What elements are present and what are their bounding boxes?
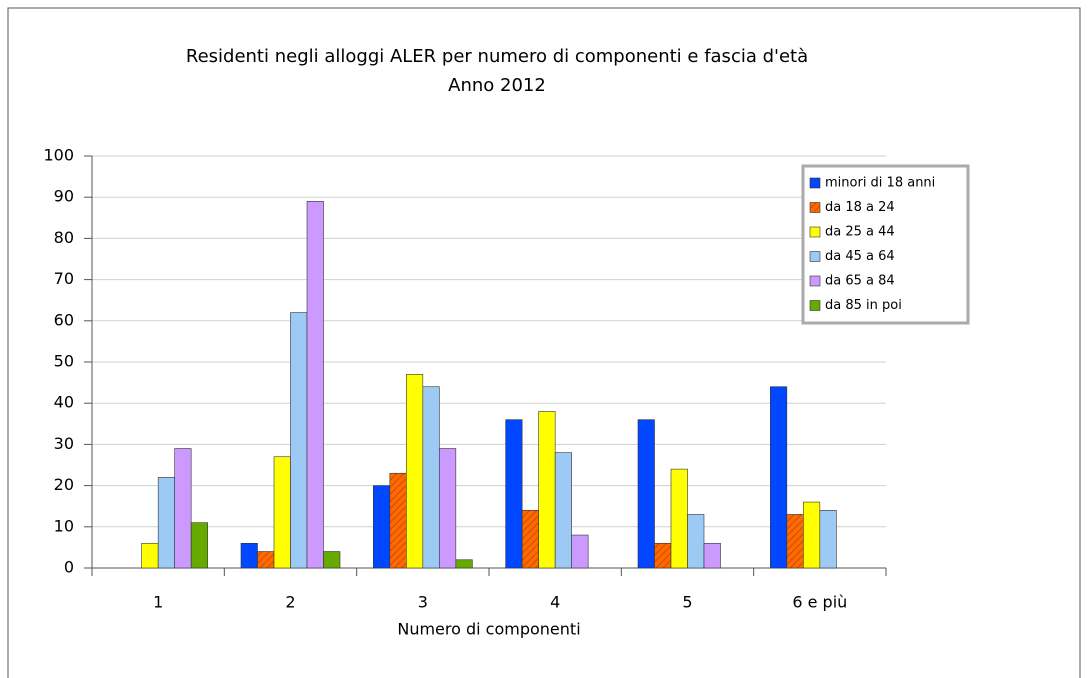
chart-subtitle: Anno 2012	[448, 75, 546, 96]
legend-swatch	[809, 275, 821, 287]
y-tick-label: 90	[54, 187, 74, 206]
legend-label: da 45 a 64	[825, 249, 895, 264]
legend-label: minori di 18 anni	[825, 176, 935, 191]
x-tick-label: 5	[682, 593, 692, 612]
x-tick-label: 3	[418, 593, 428, 612]
x-tick-label: 2	[285, 593, 295, 612]
bar	[455, 559, 473, 569]
legend-swatch	[809, 251, 821, 262]
bar	[157, 477, 175, 569]
bar	[703, 542, 721, 569]
bar	[637, 419, 655, 569]
bar	[786, 514, 804, 569]
bar	[190, 522, 208, 569]
y-tick-label: 40	[54, 393, 74, 412]
bar	[306, 201, 324, 569]
bar	[521, 510, 539, 569]
legend-swatch	[809, 177, 821, 189]
bar	[240, 542, 258, 569]
bar	[770, 386, 788, 569]
y-tick-label: 100	[43, 146, 74, 165]
bar	[687, 514, 705, 569]
x-tick-label: 6 e più	[792, 593, 847, 612]
bar	[373, 485, 391, 569]
bar	[141, 542, 159, 569]
legend-label: da 85 in poi	[825, 298, 902, 313]
bar	[554, 452, 572, 569]
bar	[571, 534, 589, 569]
frame	[7, 7, 1081, 678]
bar	[323, 551, 341, 569]
y-tick-label: 30	[54, 434, 74, 453]
legend-label: da 25 a 44	[825, 225, 895, 240]
x-tick-label: 1	[153, 593, 163, 612]
chart-title: Residenti negli alloggi ALER per numero …	[186, 46, 808, 67]
bar	[273, 456, 291, 569]
legend-swatch	[809, 202, 821, 213]
legend-box	[801, 164, 970, 325]
y-tick-label: 0	[64, 558, 74, 577]
x-tick-label: 4	[550, 593, 560, 612]
y-tick-label: 80	[54, 228, 74, 247]
bar	[406, 374, 424, 569]
bar	[389, 472, 407, 569]
bar	[538, 411, 556, 569]
y-tick-label: 10	[54, 516, 74, 535]
legend-label: da 65 a 84	[825, 274, 895, 289]
y-tick-label: 50	[54, 352, 74, 371]
bar	[505, 419, 523, 569]
bar	[803, 501, 821, 569]
bar	[422, 386, 440, 569]
y-tick-label: 20	[54, 475, 74, 494]
bar	[439, 448, 457, 569]
y-tick-label: 70	[54, 269, 74, 288]
legend-swatch	[809, 226, 821, 238]
bar	[290, 312, 308, 569]
bar	[654, 542, 672, 569]
legend-label: da 18 a 24	[825, 200, 895, 215]
bar	[257, 551, 275, 569]
legend-swatch	[809, 300, 821, 311]
bar	[670, 468, 688, 569]
bar	[819, 510, 837, 569]
x-axis-label: Numero di componenti	[397, 620, 580, 639]
bar	[174, 448, 192, 569]
y-tick-label: 60	[54, 310, 74, 329]
